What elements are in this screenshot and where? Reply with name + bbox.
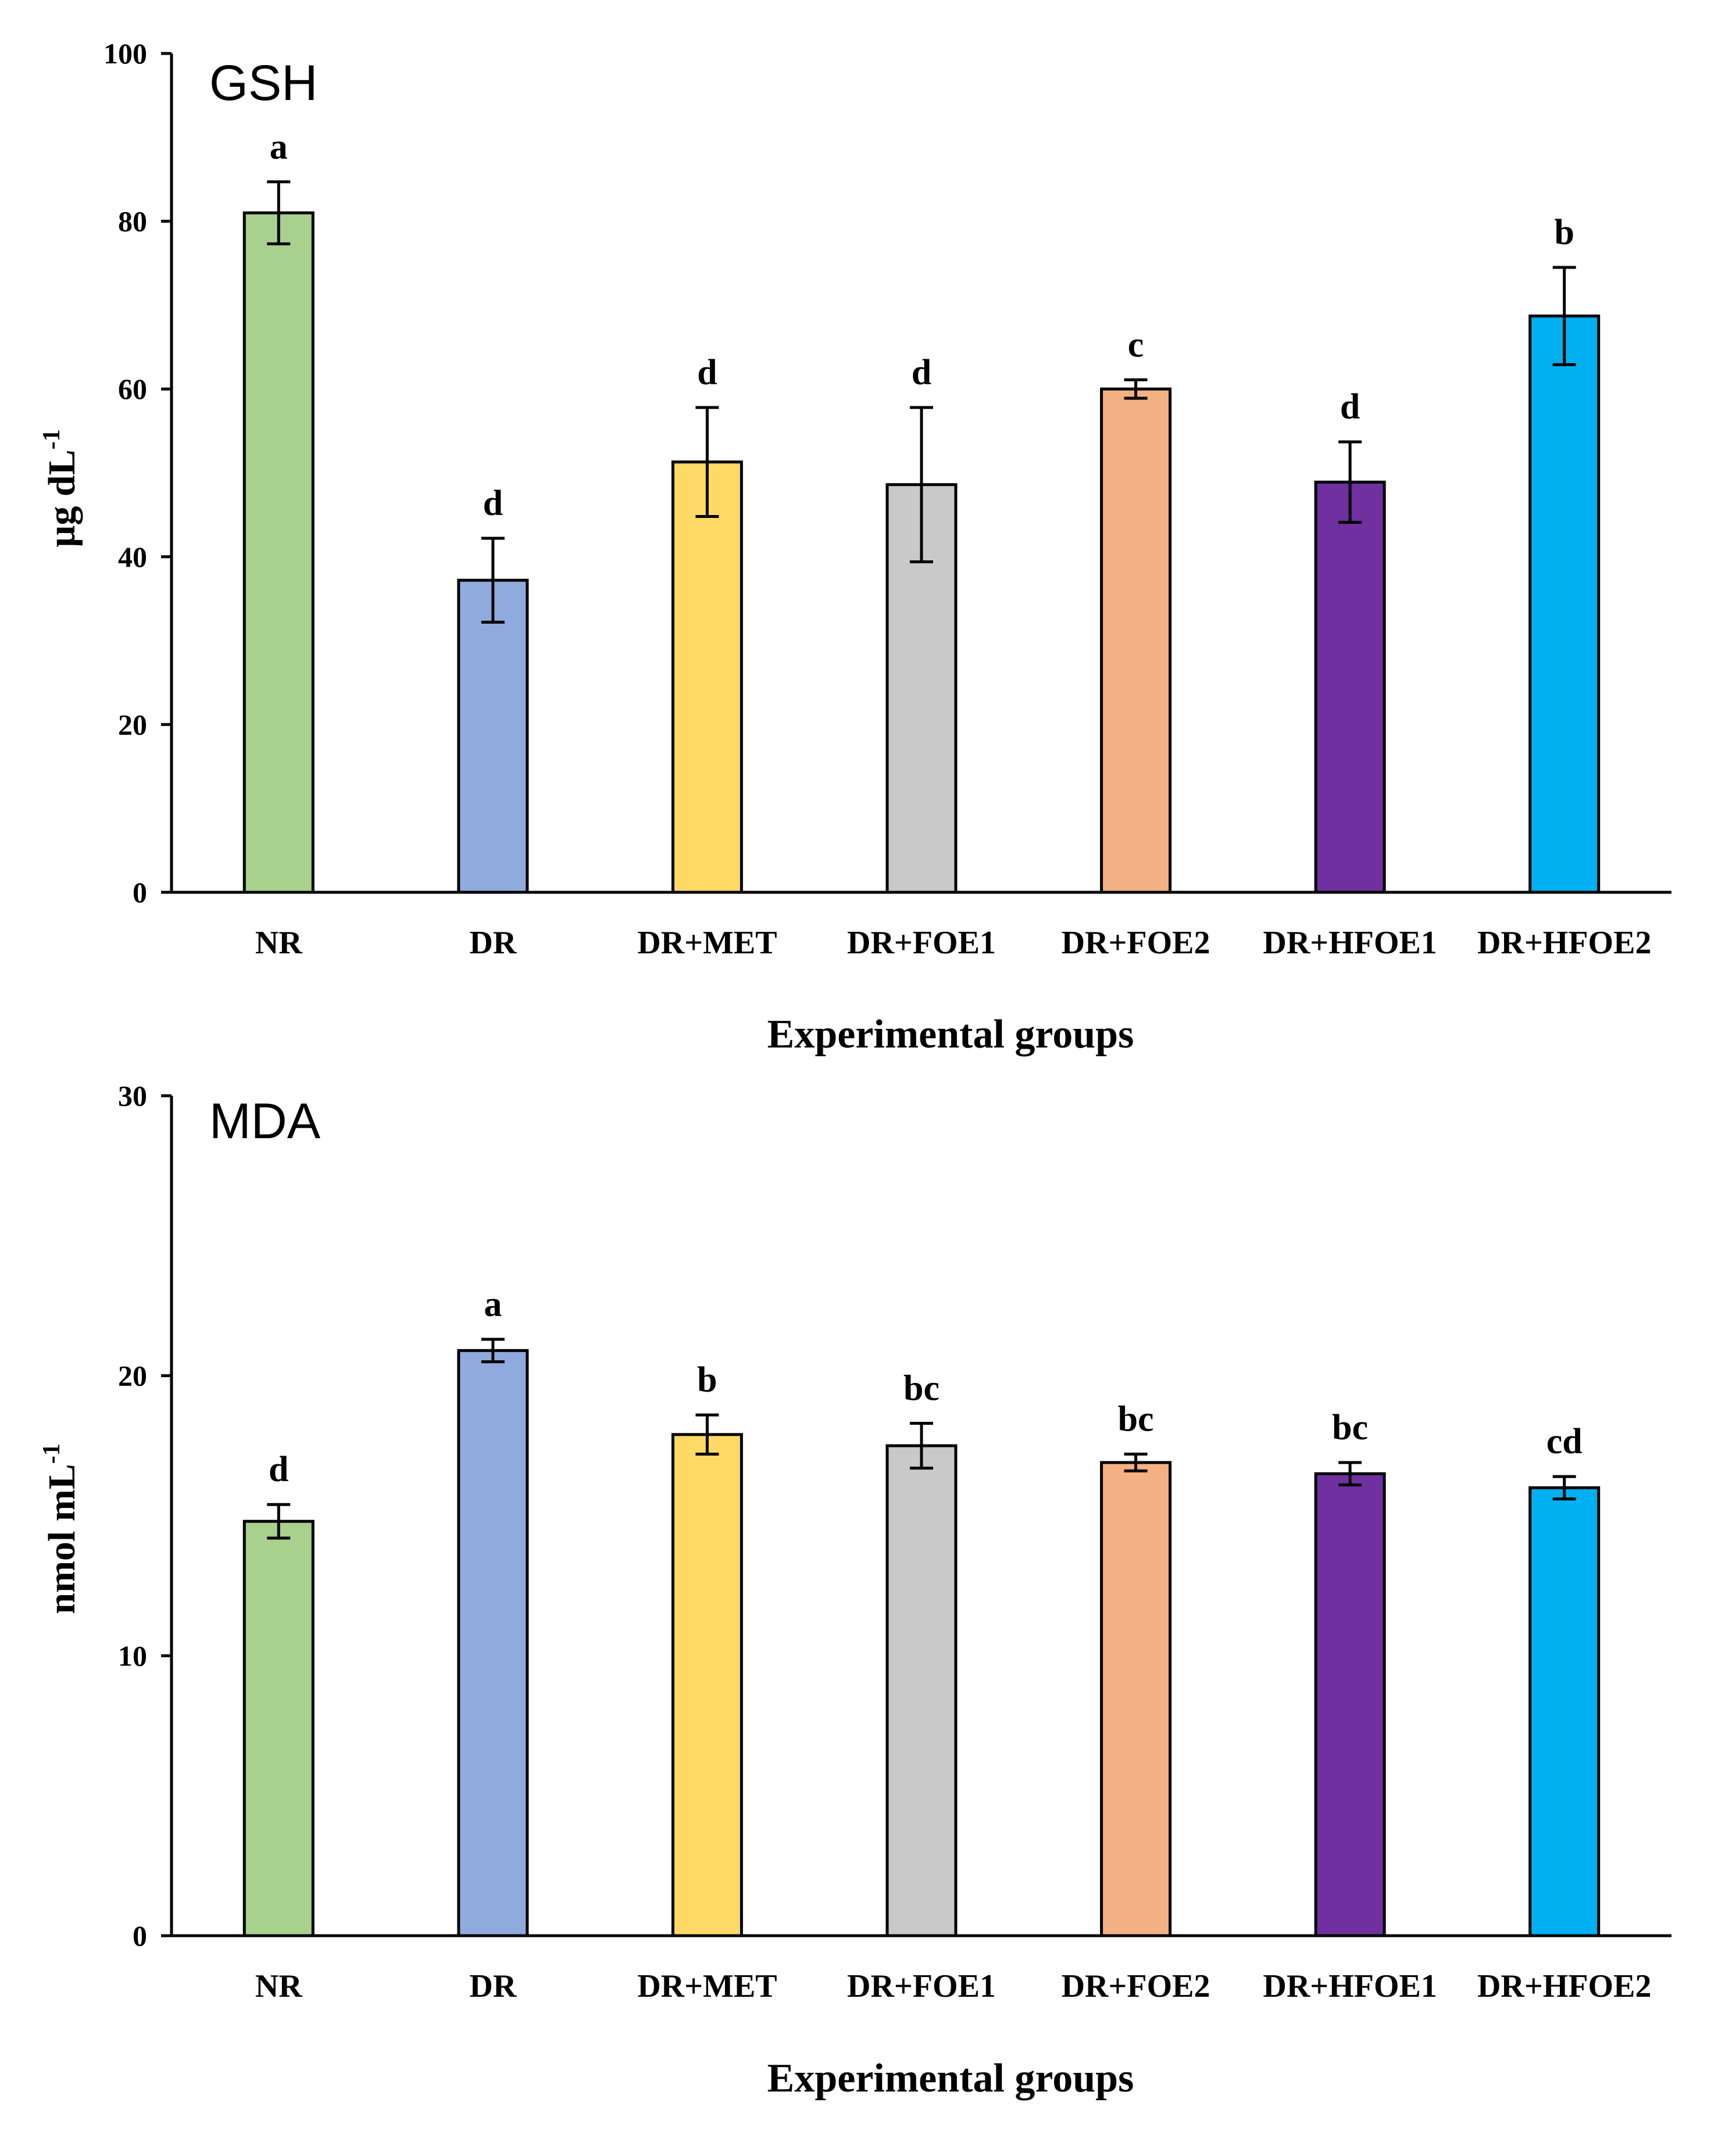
- gsh-category-label: DR: [469, 925, 516, 961]
- mda-error-bar: [1124, 1453, 1148, 1472]
- gsh-y-tick-label: 20: [118, 708, 147, 741]
- mda-significance-letter: a: [484, 1285, 502, 1324]
- mda-bar-dr-foe1: [885, 1444, 958, 1937]
- gsh-bar-dr-foe2: [1100, 387, 1172, 894]
- gsh-y-axis-label: µg dL-1: [38, 429, 83, 547]
- gsh-error-bar: [695, 406, 719, 519]
- gsh-y-tick-label: 60: [118, 373, 147, 405]
- gsh-bar-dr-met: [671, 460, 743, 894]
- mda-category-label: DR+HFOE1: [1263, 1968, 1437, 2004]
- mda-x-axis-label: Experimental groups: [767, 2056, 1134, 2101]
- gsh-significance-letter: c: [1128, 325, 1144, 364]
- gsh-error-bars: [267, 180, 1576, 624]
- gsh-y-tick-label: 80: [118, 205, 147, 238]
- mda-category-label: NR: [255, 1968, 302, 2004]
- gsh-bar-dr: [457, 578, 529, 894]
- gsh-y-axis-label-text: µg dL: [41, 449, 83, 547]
- mda-error-bar: [910, 1422, 933, 1470]
- gsh-significance-letter: b: [1554, 213, 1574, 252]
- gsh-y-ticks: 0 20 40 60 80 100: [103, 37, 172, 909]
- mda-y-tick-label: 0: [133, 1919, 147, 1952]
- mda-category-label: DR+MET: [637, 1968, 777, 2004]
- gsh-significance-letter: d: [1340, 387, 1360, 427]
- mda-significance-letter: bc: [1332, 1408, 1368, 1447]
- mda-category-labels: NR DR DR+MET DR+FOE1 DR+FOE2 DR+HFOE1 DR+HFOE2: [255, 1968, 1652, 2004]
- gsh-chart-title: GSH: [209, 55, 317, 111]
- mda-category-label: DR+FOE2: [1062, 1968, 1210, 2004]
- gsh-error-bar: [1124, 378, 1148, 400]
- mda-significance-letter: d: [269, 1450, 288, 1489]
- gsh-category-label: DR+HFOE2: [1477, 925, 1651, 961]
- mda-error-bar: [695, 1413, 719, 1456]
- gsh-bar-nr: [242, 211, 315, 894]
- gsh-category-labels: NR DR DR+MET DR+FOE1 DR+FOE2 DR+HFOE1 DR+HFOE2: [255, 925, 1652, 961]
- mda-bar-dr: [457, 1349, 529, 1937]
- mda-significance-letter: bc: [903, 1369, 940, 1408]
- gsh-significance-letter: d: [483, 484, 503, 523]
- gsh-significance-letter: a: [270, 127, 288, 167]
- mda-bar-dr-met: [671, 1433, 743, 1937]
- mda-y-axis-label-text: nmol mL: [41, 1464, 83, 1614]
- mda-error-bar: [1552, 1475, 1576, 1501]
- mda-bar-dr-hfoe2: [1528, 1486, 1601, 1937]
- mda-error-bar: [267, 1503, 291, 1540]
- gsh-category-label: DR+FOE1: [847, 925, 996, 961]
- gsh-category-label: DR+HFOE1: [1263, 925, 1437, 961]
- gsh-category-label: NR: [255, 925, 302, 961]
- mda-y-tick-label: 20: [118, 1360, 147, 1392]
- gsh-error-bar: [1552, 266, 1576, 366]
- mda-significance-letter: b: [697, 1360, 717, 1400]
- mda-significance-letter: bc: [1118, 1400, 1154, 1439]
- mda-chart-panel: MDA 0 10 20 30 d a b bc bc bc cd NR DR DR+MET DR+FOE…: [38, 1079, 1671, 2101]
- mda-y-ticks: 0 10 20 30: [118, 1079, 172, 1952]
- mda-bar-dr-foe2: [1100, 1461, 1172, 1937]
- mda-y-axis-label-superscript: -1: [38, 1443, 65, 1464]
- gsh-x-axis-label: Experimental groups: [767, 1012, 1134, 1057]
- gsh-bar-dr-hfoe1: [1314, 480, 1386, 894]
- gsh-category-label: DR+FOE2: [1062, 925, 1210, 961]
- gsh-y-tick-label: 40: [118, 541, 147, 573]
- gsh-significance-letters: a d d d c d b: [270, 127, 1574, 523]
- gsh-significance-letter: d: [912, 353, 931, 392]
- mda-bar-nr: [242, 1520, 315, 1937]
- gsh-y-tick-label: 0: [133, 876, 147, 909]
- gsh-error-bar: [1338, 440, 1362, 524]
- gsh-significance-letter: d: [697, 353, 717, 392]
- gsh-error-bar: [481, 537, 505, 624]
- gsh-error-bar: [910, 406, 933, 563]
- mda-category-label: DR: [469, 1968, 516, 2004]
- gsh-category-label: DR+MET: [637, 925, 777, 961]
- gsh-bar-dr-hfoe2: [1528, 314, 1601, 894]
- mda-error-bars: [267, 1338, 1576, 1540]
- gsh-error-bar: [267, 180, 291, 246]
- gsh-y-tick-label: 100: [103, 37, 147, 70]
- mda-error-bar: [481, 1338, 505, 1364]
- mda-bars: [242, 1349, 1601, 1937]
- mda-bar-dr-hfoe1: [1314, 1472, 1386, 1937]
- mda-category-label: DR+HFOE2: [1477, 1968, 1651, 2004]
- mda-significance-letters: d a b bc bc bc cd: [269, 1285, 1583, 1489]
- mda-y-tick-label: 10: [118, 1639, 147, 1672]
- gsh-chart-panel: GSH 0 20 40 60 80 100 a d d d c d b NR DR DR+MET DR+FO…: [38, 37, 1671, 1057]
- gsh-y-axis-label-superscript: -1: [38, 429, 65, 449]
- mda-y-axis-label: nmol mL-1: [38, 1443, 83, 1614]
- mda-y-tick-label: 30: [118, 1079, 147, 1112]
- mda-significance-letter: cd: [1546, 1422, 1583, 1461]
- mda-chart-title: MDA: [209, 1093, 321, 1149]
- mda-category-label: DR+FOE1: [847, 1968, 996, 2004]
- mda-error-bar: [1338, 1461, 1362, 1487]
